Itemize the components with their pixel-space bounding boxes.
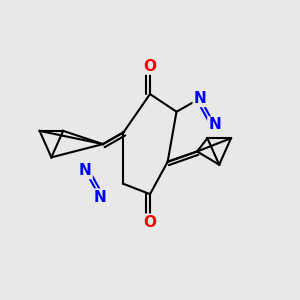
Text: N: N [208, 118, 221, 133]
Text: O: O [143, 58, 157, 74]
Text: N: N [194, 91, 206, 106]
Text: O: O [143, 214, 157, 230]
Text: N: N [79, 163, 92, 178]
Text: N: N [94, 190, 106, 205]
